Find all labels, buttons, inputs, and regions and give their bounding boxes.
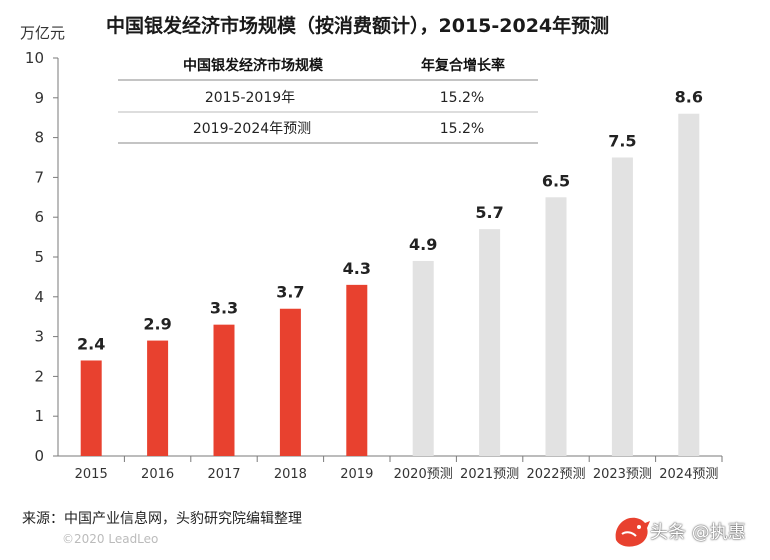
table-header-cagr: 年复合增长率 [421,57,505,74]
x-tick-label: 2016 [141,467,174,482]
data-label: 7.5 [608,132,636,151]
data-label: 3.7 [276,283,304,302]
data-label: 4.3 [343,259,371,278]
y-tick-label: 1 [34,407,44,425]
y-tick-label: 10 [25,49,44,67]
x-tick-label: 2024预测 [659,467,718,482]
y-tick-label: 5 [34,248,44,266]
y-tick-label: 9 [34,89,44,107]
data-label: 8.6 [675,88,703,107]
bar-2017 [213,324,235,456]
x-tick-label: 2018 [274,467,307,482]
x-tick-label: 2020预测 [394,467,453,482]
data-label: 3.3 [210,299,238,318]
data-label: 2.9 [143,315,171,334]
table-cell-cagr-1: 15.2% [440,90,484,106]
table-cell-period-1: 2015-2019年 [205,90,295,106]
leopard-logo-icon [615,517,650,547]
bar-2023预测 [611,157,633,456]
data-label: 4.9 [409,235,437,254]
x-tick-label: 2022预测 [526,467,585,482]
bar-2019 [346,284,368,456]
y-tick-label: 2 [34,367,44,385]
x-tick-label: 2019 [340,467,373,482]
x-tick-label: 2015 [75,467,108,482]
y-axis-ticks: 0 1 2 3 4 5 6 7 8 9 10 [25,49,58,465]
y-tick-label: 0 [34,447,44,465]
y-tick-label: 4 [34,288,44,306]
table-cell-cagr-2: 15.2% [440,121,484,137]
bar-2024预测 [678,113,700,456]
bar-chart: 中国银发经济市场规模（按消费额计），2015-2024年预测 万亿元 0 1 2 3 4… [20,14,723,482]
y-tick-label: 6 [34,208,44,226]
bar-2020预测 [412,260,434,456]
bars: 2.4 2.9 3.3 3.7 4.3 4.9 5.7 6.5 7.5 8.6 [77,88,703,457]
data-label: 5.7 [475,203,503,222]
bar-2022预测 [545,197,567,457]
bar-2016 [147,340,169,456]
y-tick-label: 3 [34,328,44,346]
bar-2021预测 [479,229,501,456]
x-tick-label: 2023预测 [593,467,652,482]
table-header-market: 中国银发经济市场规模 [183,57,324,74]
x-tick-label: 2017 [207,467,240,482]
x-tick-label: 2021预测 [460,467,519,482]
table-cell-period-2: 2019-2024年预测 [193,121,311,137]
data-label: 6.5 [542,171,570,190]
watermark: 头条 @执惠 [612,510,762,554]
growth-table: 中国银发经济市场规模 年复合增长率 2015-2019年 15.2% 2019-… [118,57,538,144]
chart-title: 中国银发经济市场规模（按消费额计），2015-2024年预测 [106,14,609,37]
x-axis-ticks: 2015 2016 2017 2018 2019 2020预测 2021预测 2022预测 20… [75,456,723,482]
y-tick-label: 7 [34,168,44,186]
bar-2015 [80,360,102,456]
y-axis-unit: 万亿元 [20,24,65,42]
y-tick-label: 8 [34,129,44,147]
copyright-note: ©2020 LeadLeo [62,532,159,546]
data-label: 2.4 [77,334,105,353]
bar-2018 [279,308,301,456]
watermark-text: 头条 @执惠 [650,522,746,543]
source-note: 来源：中国产业信息网，头豹研究院编辑整理 [22,511,302,527]
